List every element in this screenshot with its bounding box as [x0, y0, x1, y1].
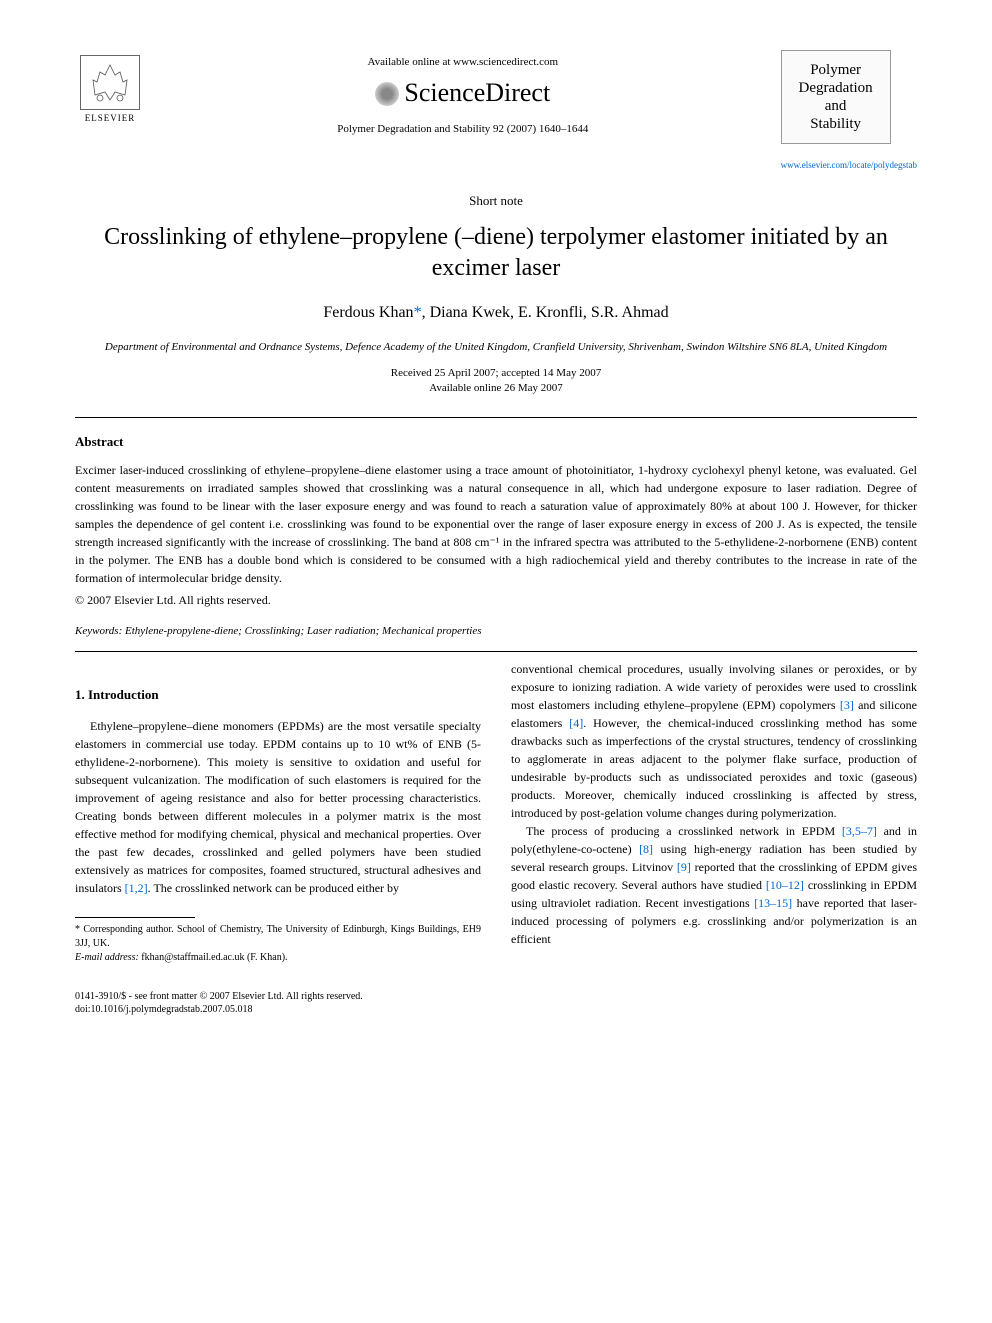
available-online: Available online at www.sciencedirect.co… — [145, 55, 781, 70]
authors-rest: , Diana Kwek, E. Kronfli, S.R. Ahmad — [422, 304, 669, 321]
sciencedirect-text: ScienceDirect — [404, 75, 550, 111]
elsevier-logo: ELSEVIER — [75, 50, 145, 130]
journal-box-container: Polymer Degradation and Stability www.el… — [781, 50, 917, 172]
header-row: ELSEVIER Available online at www.science… — [75, 50, 917, 172]
column-right: conventional chemical procedures, usuall… — [511, 660, 917, 965]
ref-link-357[interactable]: [3,5–7] — [842, 824, 877, 838]
bottom-info: 0141-3910/$ - see front matter © 2007 El… — [75, 990, 917, 1016]
ref-link-1315[interactable]: [13–15] — [754, 896, 792, 910]
ref-link-9[interactable]: [9] — [677, 860, 691, 874]
elsevier-text: ELSEVIER — [85, 112, 136, 125]
footnote-corresponding: * Corresponding author. School of Chemis… — [75, 923, 481, 951]
email-address[interactable]: fkhan@staffmail.ed.ac.uk (F. Khan). — [139, 952, 288, 963]
copyright: © 2007 Elsevier Ltd. All rights reserved… — [75, 592, 917, 609]
intro-para-2: The process of producing a crosslinked n… — [511, 822, 917, 948]
footnote-email: E-mail address: fkhan@staffmail.ed.ac.uk… — [75, 951, 481, 965]
available-date: Available online 26 May 2007 — [429, 382, 563, 394]
intro-para-1: Ethylene–propylene–diene monomers (EPDMs… — [75, 717, 481, 897]
journal-reference: Polymer Degradation and Stability 92 (20… — [145, 122, 781, 137]
footnote-divider — [75, 917, 195, 918]
affiliation: Department of Environmental and Ordnance… — [75, 340, 917, 354]
journal-name: Polymer Degradation and Stability — [787, 61, 885, 133]
ref-link-3[interactable]: [3] — [840, 698, 854, 712]
doi: doi:10.1016/j.polymdegradstab.2007.05.01… — [75, 1003, 917, 1016]
article-type: Short note — [75, 192, 917, 210]
dates: Received 25 April 2007; accepted 14 May … — [75, 366, 917, 397]
author-primary: Ferdous Khan — [323, 304, 413, 321]
ref-link-4[interactable]: [4] — [569, 716, 583, 730]
ref-link-8[interactable]: [8] — [639, 842, 653, 856]
keywords-label: Keywords: — [75, 625, 122, 637]
sciencedirect-brand: ScienceDirect — [145, 75, 781, 111]
ref-link-1012[interactable]: [10–12] — [766, 878, 804, 892]
intro-para-1-cont: conventional chemical procedures, usuall… — [511, 660, 917, 822]
divider-top — [75, 417, 917, 418]
column-left: 1. Introduction Ethylene–propylene–diene… — [75, 660, 481, 965]
corresponding-star[interactable]: * — [414, 304, 422, 321]
section-heading: 1. Introduction — [75, 685, 481, 705]
divider-bottom — [75, 651, 917, 652]
elsevier-tree-icon — [80, 55, 140, 110]
ref-link-1-2[interactable]: [1,2] — [125, 881, 148, 895]
abstract-heading: Abstract — [75, 433, 917, 451]
abstract-text: Excimer laser-induced crosslinking of et… — [75, 461, 917, 587]
keywords-text: Ethylene-propylene-diene; Crosslinking; … — [122, 625, 481, 637]
front-matter: 0141-3910/$ - see front matter © 2007 El… — [75, 990, 917, 1003]
body-columns: 1. Introduction Ethylene–propylene–diene… — [75, 660, 917, 965]
center-header: Available online at www.sciencedirect.co… — [145, 50, 781, 137]
journal-box: Polymer Degradation and Stability — [781, 50, 891, 144]
sciencedirect-icon — [375, 82, 399, 106]
email-label: E-mail address: — [75, 952, 139, 963]
journal-url-link[interactable]: www.elsevier.com/locate/polydegstab — [781, 159, 917, 172]
received-date: Received 25 April 2007; accepted 14 May … — [391, 367, 601, 379]
authors: Ferdous Khan*, Diana Kwek, E. Kronfli, S… — [75, 302, 917, 324]
keywords: Keywords: Ethylene-propylene-diene; Cros… — [75, 624, 917, 639]
article-title: Crosslinking of ethylene–propylene (–die… — [75, 222, 917, 284]
